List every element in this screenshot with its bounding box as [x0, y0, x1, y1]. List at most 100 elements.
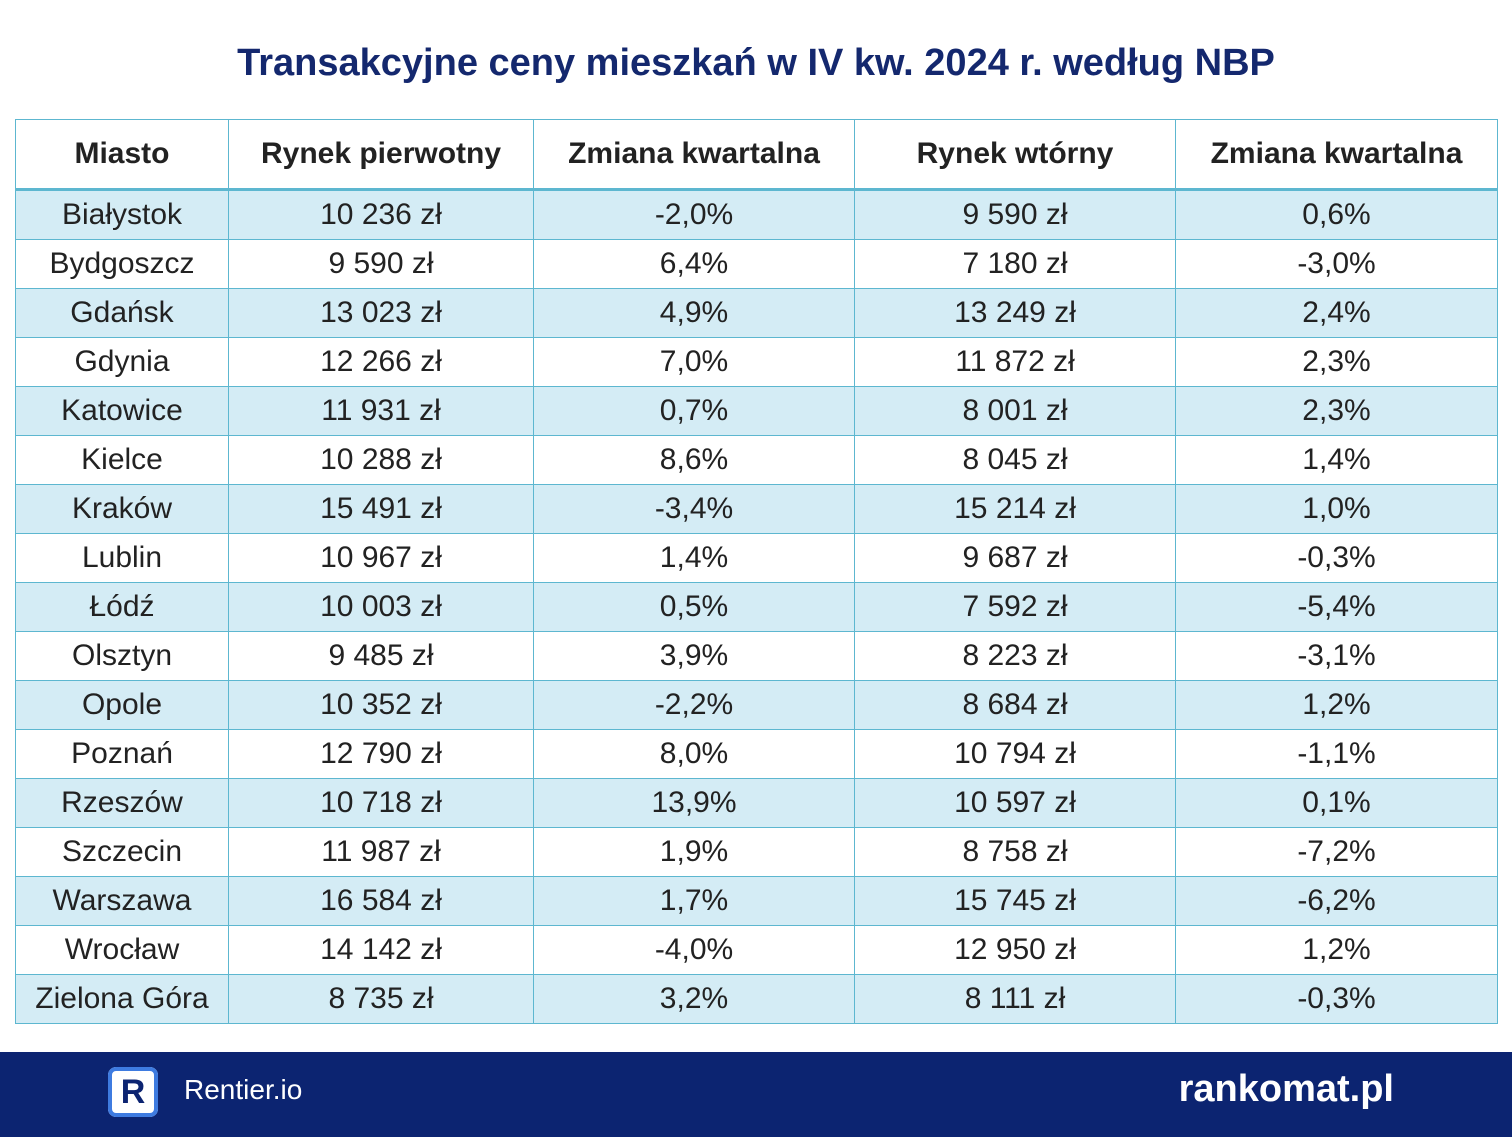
- table-cell: -0,3%: [1175, 533, 1498, 583]
- table-cell: Łódź: [15, 582, 229, 632]
- table-cell: 13 023 zł: [228, 288, 534, 338]
- table-cell: 8 111 zł: [854, 974, 1176, 1024]
- table-cell: 1,9%: [533, 827, 855, 877]
- table-cell: 12 790 zł: [228, 729, 534, 779]
- table-cell: 12 950 zł: [854, 925, 1176, 975]
- table-cell: Gdynia: [15, 337, 229, 387]
- column-header: Miasto: [15, 119, 229, 191]
- rankomat-brand: rankomat.pl: [1178, 1068, 1394, 1110]
- header-row: Miasto Rynek pierwotny Zmiana kwartalna Ryn…: [15, 119, 1498, 191]
- title: Transakcyjne ceny mieszkań w IV kw. 2024…: [237, 42, 1275, 84]
- table-cell: Bydgoszcz: [15, 239, 229, 289]
- table-cell: 15 491 zł: [228, 484, 534, 534]
- table-cell: 9 485 zł: [228, 631, 534, 681]
- table-cell: 1,7%: [533, 876, 855, 926]
- table-cell: 11 872 zł: [854, 337, 1176, 387]
- table-cell: -3,4%: [533, 484, 855, 534]
- table-cell: 10 718 zł: [228, 778, 534, 828]
- table-cell: 1,0%: [1175, 484, 1498, 534]
- table-cell: 15 214 zł: [854, 484, 1176, 534]
- table-cell: 12 266 zł: [228, 337, 534, 387]
- table-cell: 10 236 zł: [228, 189, 534, 240]
- table-cell: 10 288 zł: [228, 435, 534, 485]
- table-cell: 10 003 zł: [228, 582, 534, 632]
- table-cell: -3,1%: [1175, 631, 1498, 681]
- table-cell: Katowice: [15, 386, 229, 436]
- table-cell: -3,0%: [1175, 239, 1498, 289]
- table-cell: 10 597 zł: [854, 778, 1176, 828]
- rentier-brand: Rentier.io: [184, 1074, 303, 1105]
- table-cell: 15 745 zł: [854, 876, 1176, 926]
- table-cell: 9 590 zł: [228, 239, 534, 289]
- table-cell: 6,4%: [533, 239, 855, 289]
- table-cell: 0,5%: [533, 582, 855, 632]
- table-cell: Opole: [15, 680, 229, 730]
- table-cell: Białystok: [15, 189, 229, 240]
- table-cell: 9 687 zł: [854, 533, 1176, 583]
- table-cell: 8 223 zł: [854, 631, 1176, 681]
- table-cell: 2,3%: [1175, 386, 1498, 436]
- footer: R Rentier.io rankomat.pl: [0, 1052, 1512, 1137]
- table-cell: 8 001 zł: [854, 386, 1176, 436]
- table-cell: Kraków: [15, 484, 229, 534]
- table-row: Warszawa 16 584 zł 1,7% 15 745 zł -6,2%: [15, 876, 1498, 926]
- table-cell: 13,9%: [533, 778, 855, 828]
- table-cell: 10 794 zł: [854, 729, 1176, 779]
- table-cell: Szczecin: [15, 827, 229, 877]
- table-cell: 14 142 zł: [228, 925, 534, 975]
- table-cell: -1,1%: [1175, 729, 1498, 779]
- table-cell: Rzeszów: [15, 778, 229, 828]
- table-cell: 7 592 zł: [854, 582, 1176, 632]
- table-cell: 11 931 zł: [228, 386, 534, 436]
- table-cell: 1,2%: [1175, 925, 1498, 975]
- table-cell: 10 352 zł: [228, 680, 534, 730]
- table-cell: 4,9%: [533, 288, 855, 338]
- table-cell: -4,0%: [533, 925, 855, 975]
- table-cell: 7 180 zł: [854, 239, 1176, 289]
- table-cell: 3,2%: [533, 974, 855, 1024]
- column-header: Rynek wtórny: [854, 119, 1176, 191]
- table-cell: Kielce: [15, 435, 229, 485]
- column-header: Zmiana kwartalna: [1175, 119, 1498, 191]
- table-row: Katowice 11 931 zł 0,7% 8 001 zł 2,3%: [15, 386, 1498, 436]
- table-row: Łódź 10 003 zł 0,5% 7 592 zł -5,4%: [15, 582, 1498, 632]
- table-cell: 0,7%: [533, 386, 855, 436]
- table-row: Gdynia 12 266 zł 7,0% 11 872 zł 2,3%: [15, 337, 1498, 387]
- table-cell: 8,6%: [533, 435, 855, 485]
- rentier-icon: R: [108, 1067, 158, 1117]
- table-cell: Zielona Góra: [15, 974, 229, 1024]
- table-cell: 8,0%: [533, 729, 855, 779]
- table-row: Rzeszów 10 718 zł 13,9% 10 597 zł 0,1%: [15, 778, 1498, 828]
- table-cell: 11 987 zł: [228, 827, 534, 877]
- table-row: Kielce 10 288 zł 8,6% 8 045 zł 1,4%: [15, 435, 1498, 485]
- table-cell: 2,3%: [1175, 337, 1498, 387]
- table-cell: 13 249 zł: [854, 288, 1176, 338]
- table-cell: 7,0%: [533, 337, 855, 387]
- table-cell: Warszawa: [15, 876, 229, 926]
- table-cell: Lublin: [15, 533, 229, 583]
- table-cell: 0,6%: [1175, 189, 1498, 240]
- table-cell: -6,2%: [1175, 876, 1498, 926]
- table-cell: 3,9%: [533, 631, 855, 681]
- column-header: Rynek pierwotny: [228, 119, 534, 191]
- table-cell: Poznań: [15, 729, 229, 779]
- table-cell: 16 584 zł: [228, 876, 534, 926]
- table-row: Wrocław 14 142 zł -4,0% 12 950 zł 1,2%: [15, 925, 1498, 975]
- table-row: Lublin 10 967 zł 1,4% 9 687 zł -0,3%: [15, 533, 1498, 583]
- table-cell: 1,2%: [1175, 680, 1498, 730]
- table-cell: 8 758 zł: [854, 827, 1176, 877]
- price-table: Miasto Rynek pierwotny Zmiana kwartalna Ryn…: [15, 119, 1498, 1024]
- table-cell: 2,4%: [1175, 288, 1498, 338]
- table-cell: Olsztyn: [15, 631, 229, 681]
- table-cell: 8 735 zł: [228, 974, 534, 1024]
- table-cell: 10 967 zł: [228, 533, 534, 583]
- table-row: Zielona Góra 8 735 zł 3,2% 8 111 zł -0,3%: [15, 974, 1498, 1024]
- table-cell: 0,1%: [1175, 778, 1498, 828]
- table-row: Bydgoszcz 9 590 zł 6,4% 7 180 zł -3,0%: [15, 239, 1498, 289]
- table-cell: 8 045 zł: [854, 435, 1176, 485]
- table-cell: 9 590 zł: [854, 189, 1176, 240]
- table-cell: Gdańsk: [15, 288, 229, 338]
- table-row: Olsztyn 9 485 zł 3,9% 8 223 zł -3,1%: [15, 631, 1498, 681]
- table-row: Gdańsk 13 023 zł 4,9% 13 249 zł 2,4%: [15, 288, 1498, 338]
